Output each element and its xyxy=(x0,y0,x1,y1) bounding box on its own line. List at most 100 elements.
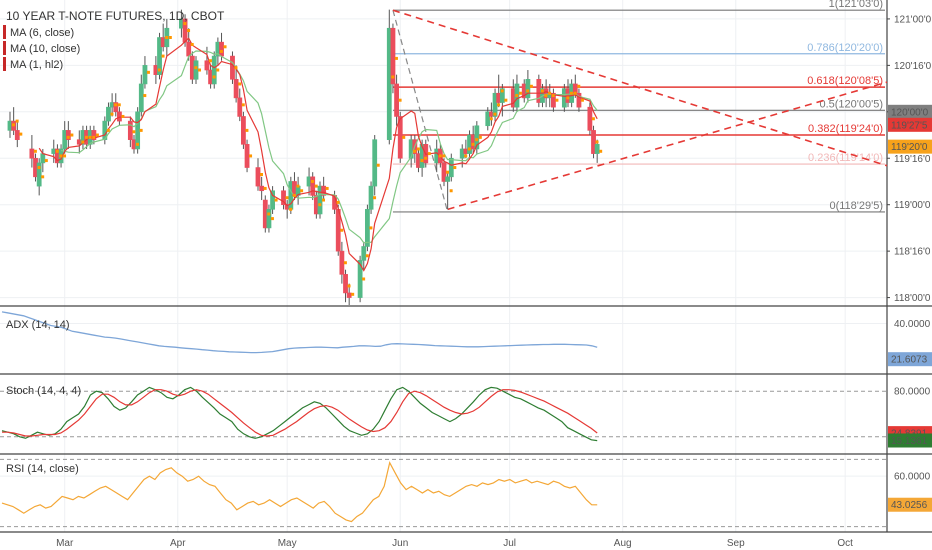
hl2-marker xyxy=(95,133,99,137)
candle-body xyxy=(113,102,119,113)
month-label: Apr xyxy=(170,538,186,549)
indicator-tick-label: 40.0000 xyxy=(894,319,931,330)
candle-body xyxy=(259,185,265,192)
hl2-marker xyxy=(467,147,471,151)
hl2-marker xyxy=(263,186,267,190)
candle-body xyxy=(36,162,42,187)
hl2-marker xyxy=(577,84,581,88)
hl2-marker xyxy=(198,68,201,72)
hl2-marker xyxy=(292,193,296,197)
hl2-marker xyxy=(416,147,420,151)
hl2-marker xyxy=(570,91,573,95)
trendline-upper xyxy=(392,9,888,167)
price-tag-bg xyxy=(888,117,932,132)
chart-title: 10 YEAR T-NOTE FUTURES, 1D, CBOT xyxy=(6,9,225,23)
fib-level-label: 0.786(120'20'0) xyxy=(807,42,883,54)
candle-body xyxy=(361,246,367,261)
trendline-lower xyxy=(447,81,888,211)
indicator-tag-label: 21.6073 xyxy=(891,355,928,366)
candle-body xyxy=(372,139,378,187)
hl2-marker xyxy=(84,135,88,139)
hl2-marker xyxy=(117,103,121,107)
hl2-marker xyxy=(402,135,406,139)
candle-body xyxy=(241,116,246,145)
hl2-marker xyxy=(212,75,216,79)
hl2-marker xyxy=(238,82,242,86)
hl2-marker xyxy=(63,154,67,158)
fib-diagonal xyxy=(392,10,449,213)
stoch-k-line xyxy=(1,386,598,442)
hl2-marker xyxy=(245,128,249,132)
hl2-marker xyxy=(121,114,125,118)
ma10-legend-label: MA (10, close) xyxy=(10,43,80,55)
hl2-marker xyxy=(362,277,366,281)
hl2-marker xyxy=(493,112,497,116)
hl2-marker xyxy=(41,175,45,179)
hl2-marker xyxy=(274,198,278,202)
price-tag-label: 120'00'0 xyxy=(891,107,929,118)
hl2-marker xyxy=(92,135,96,139)
hl2-marker xyxy=(599,149,603,153)
ma1-legend-label: MA (1, hl2) xyxy=(10,59,63,71)
ma10-legend-swatch xyxy=(3,41,6,55)
candle-body xyxy=(204,60,210,71)
hl2-marker xyxy=(161,54,165,58)
hl2-marker xyxy=(365,254,369,258)
rsi-line xyxy=(1,461,598,523)
hl2-marker xyxy=(110,112,114,116)
indicator-tag-label: 43.0256 xyxy=(891,500,928,511)
candle-body xyxy=(365,209,370,247)
candle-body xyxy=(255,167,261,187)
hl2-marker xyxy=(340,228,344,232)
hl2-marker xyxy=(526,89,530,93)
candle-body xyxy=(448,157,454,178)
hl2-marker xyxy=(136,142,139,146)
candle-body xyxy=(390,27,396,85)
price-tick-label: 119'16'0 xyxy=(894,154,931,165)
ma6-legend-swatch xyxy=(3,25,6,39)
hl2-marker xyxy=(234,66,238,70)
hl2-marker xyxy=(391,75,395,79)
candle-body xyxy=(193,60,199,80)
hl2-marker xyxy=(540,89,544,93)
hl2-marker xyxy=(373,196,377,200)
ma6-line xyxy=(38,37,598,272)
hl2-marker xyxy=(453,166,457,170)
hl2-marker xyxy=(464,154,468,158)
candle-body xyxy=(445,176,451,182)
price-tick-label: 119'00'0 xyxy=(894,200,931,211)
candle-body xyxy=(525,79,531,99)
candle-body xyxy=(233,79,239,99)
candle-body xyxy=(394,83,399,117)
hl2-marker xyxy=(595,140,599,144)
price-tag-label: 119'27'5 xyxy=(891,120,928,131)
hl2-marker xyxy=(555,98,559,102)
indicator-tick-label: 60.0000 xyxy=(894,472,931,483)
hl2-marker xyxy=(394,56,398,60)
hl2-marker xyxy=(223,45,227,49)
fib-level-label: 0.382(119'24'0) xyxy=(808,123,883,135)
month-label: Aug xyxy=(614,538,632,549)
hl2-marker xyxy=(446,170,449,174)
fib-level-label: 0.5(120'00'5) xyxy=(819,98,883,110)
hl2-marker xyxy=(318,203,322,207)
hl2-marker xyxy=(59,154,63,158)
hl2-marker xyxy=(548,91,552,95)
hl2-marker xyxy=(44,159,48,163)
price-tag-bg xyxy=(888,104,932,119)
indicator-tag-bg xyxy=(888,352,932,367)
hl2-marker xyxy=(478,135,482,139)
hl2-marker xyxy=(81,140,85,144)
candle-body xyxy=(127,120,133,140)
month-label: Jun xyxy=(392,538,408,549)
candle-body xyxy=(368,185,374,210)
hl2-marker xyxy=(343,261,347,265)
candle-body xyxy=(339,250,345,275)
ma6-legend-label: MA (6, close) xyxy=(10,27,74,39)
candle-body xyxy=(211,55,217,85)
stoch-d-line xyxy=(2,389,598,437)
hl2-marker xyxy=(66,135,70,139)
rsi-label: RSI (14, close) xyxy=(6,463,79,475)
hl2-marker xyxy=(497,103,501,107)
